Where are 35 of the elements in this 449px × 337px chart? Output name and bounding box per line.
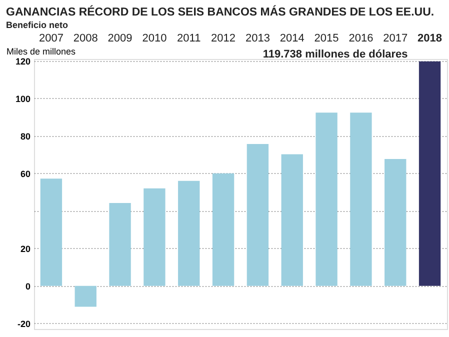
annotation: 119.738 millones de dólares: [262, 48, 408, 60]
x-tick-label: 2014: [280, 32, 304, 44]
x-tick-label: 2017: [383, 32, 408, 44]
x-tick-label: 2011: [177, 32, 201, 44]
x-tick-label: 2008: [73, 32, 98, 44]
bar: [418, 61, 441, 286]
y-tick-label: 120: [15, 56, 30, 66]
x-tick-label: 2010: [142, 32, 167, 44]
bar: [281, 154, 303, 286]
bar: [109, 203, 131, 286]
bar: [74, 286, 96, 307]
bar: [40, 178, 62, 286]
y-tick-label: 0: [25, 281, 30, 292]
bar: [144, 188, 166, 286]
x-tick-label: 2015: [314, 32, 339, 44]
chart-subtitle: Beneficio neto: [6, 20, 69, 30]
y-axis-title: Miles de millones: [6, 46, 76, 56]
x-tick-label: 2012: [211, 32, 236, 44]
bar: [384, 158, 406, 286]
x-tick-label: 2007: [38, 32, 64, 44]
y-tick-label: 20: [20, 244, 30, 254]
y-tick-label: 80: [20, 131, 30, 142]
bar: [178, 180, 200, 286]
x-tick-label: 2016: [348, 32, 374, 44]
y-tick-label: 60: [20, 168, 30, 179]
bar: [212, 173, 234, 286]
x-tick-label: 2013: [245, 32, 270, 44]
bar: [246, 144, 269, 286]
x-tick-label: 2018: [418, 32, 442, 44]
x-tick-label: 2009: [108, 32, 132, 44]
chart-title: GANANCIAS RÉCORD DE LOS SEIS BANCOS MÁS GRANDES DE LOS EE.UU.: [6, 4, 434, 18]
y-tick-label: -20: [17, 318, 30, 329]
bar: [350, 112, 372, 286]
bar: [316, 112, 338, 286]
y-tick-label: 100: [15, 94, 30, 104]
